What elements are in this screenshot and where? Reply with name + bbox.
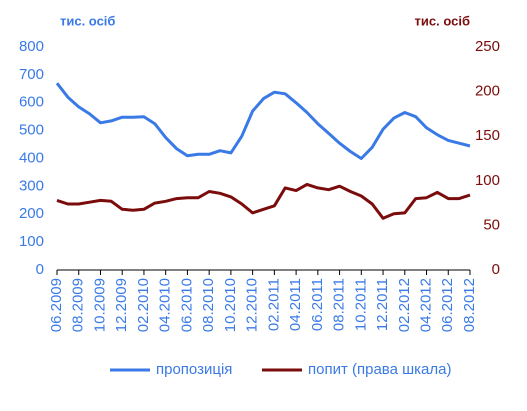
x-tick-label: 10.2011 — [352, 278, 369, 331]
x-tick-label: 06.2010 — [178, 278, 195, 332]
x-tick-label: 08.2009 — [70, 278, 87, 332]
y-tick-label: 100 — [19, 233, 44, 250]
x-tick-label: 08.2012 — [461, 278, 478, 332]
x-tick-label: 12.2010 — [244, 278, 261, 332]
x-tick-label: 06.2009 — [48, 278, 65, 332]
y2-tick-label: 250 — [475, 38, 500, 55]
y-tick-label: 700 — [19, 66, 44, 83]
legend-label: пропозиція — [156, 361, 232, 378]
x-tick-label: 10.2010 — [222, 278, 239, 332]
y2-tick-label: 0 — [492, 261, 500, 278]
y-tick-label: 600 — [19, 94, 44, 111]
x-tick-label: 02.2010 — [135, 278, 152, 332]
y2-tick-label: 50 — [483, 216, 500, 233]
x-tick-label: 10.2009 — [91, 278, 108, 332]
y-tick-label: 300 — [19, 177, 44, 194]
x-tick-label: 04.2012 — [417, 278, 434, 332]
x-tick-label: 12.2011 — [374, 278, 391, 331]
x-tick-label: 02.2012 — [396, 278, 413, 332]
series-line — [55, 82, 471, 160]
x-tick-label: 06.2012 — [439, 278, 456, 332]
y-tick-label: 200 — [19, 205, 44, 222]
y-tick-label: 400 — [19, 149, 44, 166]
series-line — [56, 182, 471, 220]
y-axis-label: тис. осіб — [60, 13, 115, 28]
x-tick-label: 08.2010 — [200, 278, 217, 332]
y2-tick-label: 100 — [475, 172, 500, 189]
x-tick-label: 08.2011 — [331, 278, 348, 331]
y2-axis-label: тис. осіб — [415, 13, 470, 28]
y2-tick-label: 200 — [475, 83, 500, 100]
x-tick-label: 12.2009 — [113, 278, 130, 332]
legend-label: попит (права шкала) — [308, 361, 451, 378]
x-tick-label: 04.2010 — [157, 278, 174, 332]
x-tick-label: 04.2011 — [287, 278, 304, 331]
x-tick-label: 02.2011 — [265, 278, 282, 331]
y-tick-label: 0 — [36, 261, 44, 278]
x-tick-label: 06.2011 — [309, 278, 326, 331]
y-tick-label: 800 — [19, 38, 44, 55]
y2-tick-label: 150 — [475, 127, 500, 144]
y-tick-label: 500 — [19, 122, 44, 139]
